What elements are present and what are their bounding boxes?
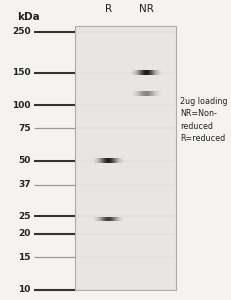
Text: kDa: kDa <box>17 12 40 22</box>
Text: 150: 150 <box>12 68 30 77</box>
Text: NR: NR <box>138 4 153 14</box>
Text: 10: 10 <box>18 285 30 294</box>
Text: 2ug loading
NR=Non-
reduced
R=reduced: 2ug loading NR=Non- reduced R=reduced <box>179 97 227 143</box>
Text: 100: 100 <box>12 100 30 109</box>
Text: 25: 25 <box>18 212 30 220</box>
Text: 250: 250 <box>12 27 30 36</box>
Bar <box>74 26 175 290</box>
Text: 20: 20 <box>18 230 30 238</box>
Text: 75: 75 <box>18 124 30 133</box>
Text: 37: 37 <box>18 180 30 189</box>
Text: 50: 50 <box>18 156 30 165</box>
Text: R: R <box>104 4 112 14</box>
Text: 15: 15 <box>18 253 30 262</box>
